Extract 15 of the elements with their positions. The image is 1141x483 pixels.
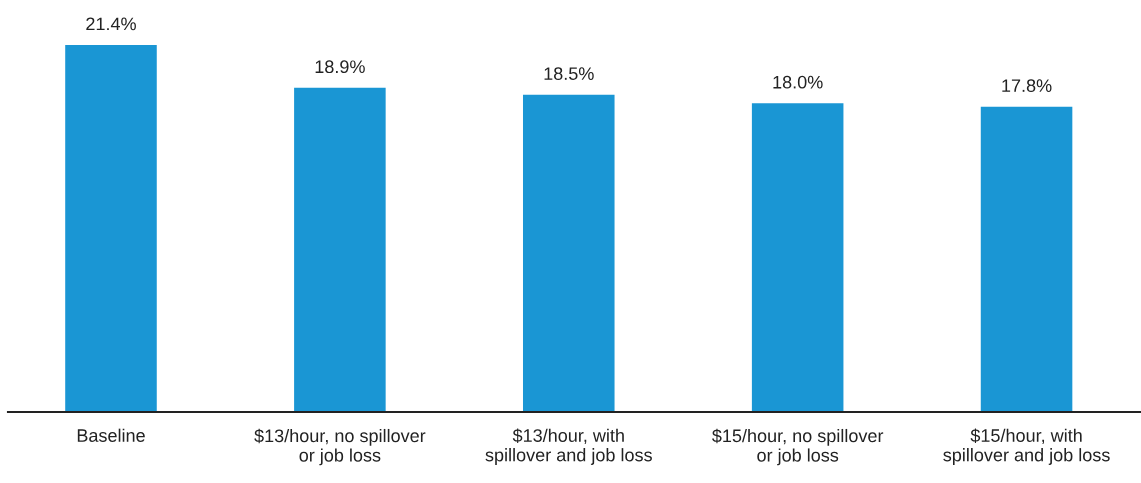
- bar: [980, 106, 1073, 412]
- x-tick-label: $15/hour, no spillover or job loss: [712, 428, 884, 466]
- x-tick-label: $13/hour, with spillover and job loss: [485, 428, 652, 465]
- bar: [65, 44, 157, 412]
- data-label: 18.9%: [315, 60, 365, 74]
- data-label: 18.5%: [544, 67, 594, 80]
- bar: [294, 87, 386, 412]
- x-tick-label: $13/hour, no spillover or job loss: [254, 428, 426, 466]
- data-label: 21.4%: [86, 17, 136, 31]
- x-tick-label: $15/hour, with spillover and job loss: [943, 428, 1110, 465]
- bar: [751, 103, 844, 412]
- data-label: 17.8%: [1002, 79, 1052, 92]
- x-tick-label: Baseline: [77, 428, 145, 442]
- bar: [522, 94, 615, 412]
- data-label: 18.0%: [773, 75, 823, 89]
